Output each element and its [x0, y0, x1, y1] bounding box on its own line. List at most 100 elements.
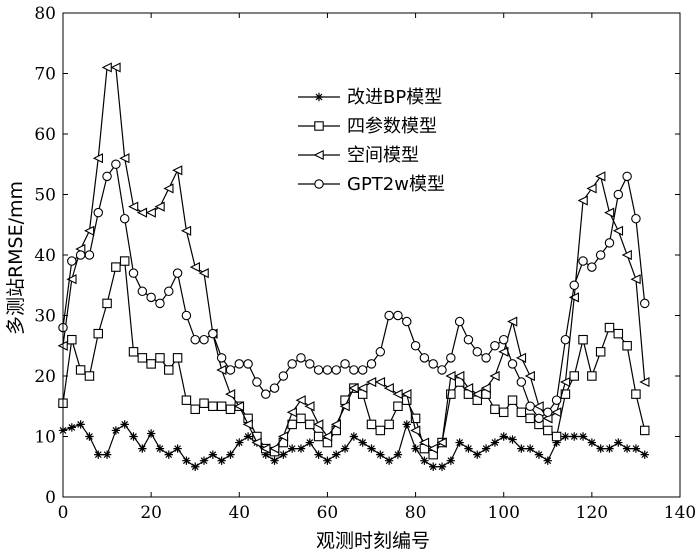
data-point	[604, 238, 615, 248]
data-point	[110, 62, 121, 73]
data-point	[595, 171, 606, 182]
data-point	[138, 444, 147, 453]
data-point	[437, 365, 447, 375]
legend-marker	[314, 92, 324, 102]
data-point	[146, 292, 156, 303]
legend-item: 改进BP模型	[298, 87, 442, 108]
data-point	[102, 298, 112, 309]
data-point	[270, 456, 279, 465]
data-point	[287, 444, 297, 453]
data-point	[534, 450, 544, 459]
series-line	[62, 259, 646, 456]
series-1	[58, 420, 649, 471]
data-point	[349, 365, 359, 375]
data-point	[199, 398, 209, 408]
data-point	[252, 377, 262, 387]
x-axis-title: 观测时刻编号	[316, 530, 430, 552]
data-point	[172, 353, 183, 363]
data-point	[164, 286, 174, 297]
data-point	[402, 420, 411, 429]
data-point	[437, 462, 447, 471]
data-point	[235, 438, 244, 447]
x-tick-label: 100	[487, 503, 519, 523]
data-point	[357, 365, 368, 375]
data-point	[278, 371, 289, 381]
data-point	[163, 183, 174, 194]
data-point	[498, 407, 509, 418]
axes: 0 20 40 60 80 100 120 140 0 10 20 30 40 50 60 70 80	[34, 4, 696, 523]
data-point	[332, 450, 341, 459]
data-point	[155, 298, 165, 309]
data-point	[242, 419, 253, 430]
data-point	[75, 365, 86, 375]
data-point	[67, 334, 77, 345]
data-point	[199, 334, 209, 345]
x-tick-label: 80	[405, 503, 427, 523]
data-point	[480, 383, 491, 394]
data-point	[286, 407, 297, 418]
y-tick-label: 0	[45, 488, 56, 508]
data-point	[234, 359, 245, 369]
data-point	[67, 256, 77, 266]
x-tick-label: 0	[58, 503, 69, 523]
y-axis-title: 多测站RMSE/mm	[5, 181, 27, 335]
data-point	[154, 201, 165, 212]
data-point	[534, 413, 544, 424]
data-point	[102, 450, 112, 459]
data-point	[190, 404, 200, 415]
data-point	[410, 425, 421, 436]
legend-item: 空间模型	[298, 145, 419, 166]
data-point	[516, 377, 527, 387]
data-point	[621, 249, 632, 261]
data-point	[84, 371, 95, 381]
data-point	[314, 450, 323, 459]
data-point	[613, 189, 624, 200]
data-point	[622, 171, 632, 182]
data-point	[455, 438, 464, 447]
data-point	[508, 435, 517, 444]
y-tick-label: 50	[34, 186, 56, 206]
legend-label: 改进BP模型	[347, 87, 442, 108]
data-point	[119, 153, 130, 164]
data-point	[295, 395, 306, 406]
data-point	[357, 383, 368, 394]
data-point	[66, 274, 77, 285]
data-point	[631, 213, 641, 224]
data-point	[189, 262, 200, 273]
data-point	[111, 426, 121, 435]
data-point	[393, 401, 403, 411]
data-point	[375, 425, 386, 436]
data-point	[94, 450, 103, 459]
data-point	[225, 365, 236, 375]
data-point	[612, 225, 624, 236]
data-point	[517, 444, 526, 453]
data-point	[604, 207, 615, 218]
data-point	[243, 432, 253, 441]
data-point	[463, 383, 474, 394]
data-point	[322, 365, 333, 375]
data-point	[366, 376, 377, 388]
data-point	[111, 262, 121, 272]
data-point	[631, 389, 641, 399]
data-point	[631, 444, 641, 453]
data-point	[577, 195, 588, 206]
data-point	[216, 353, 227, 363]
data-point	[595, 250, 606, 260]
data-point	[128, 268, 139, 278]
data-point	[76, 420, 85, 429]
data-point	[287, 359, 297, 369]
data-point	[85, 432, 94, 441]
data-point	[473, 450, 482, 459]
data-point	[340, 359, 350, 369]
data-point	[393, 450, 403, 459]
data-point	[614, 438, 623, 447]
data-point	[630, 274, 641, 285]
data-point	[639, 376, 650, 388]
data-point	[119, 256, 130, 266]
data-point	[507, 316, 518, 327]
data-point	[323, 456, 332, 465]
data-point	[208, 401, 218, 411]
data-point	[384, 310, 394, 321]
plot-area	[57, 62, 650, 471]
legend-marker	[314, 179, 324, 189]
